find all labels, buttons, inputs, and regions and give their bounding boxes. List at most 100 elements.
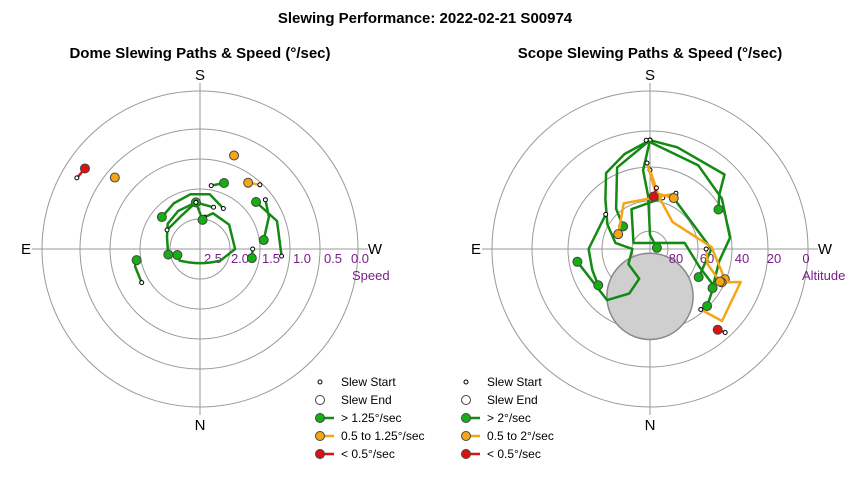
dome-polar-chart: Dome Slewing Paths & Speed (°/sec) S N E… [21,45,425,461]
slew-end-marker [251,196,262,207]
slew-end-marker [197,214,208,225]
slew-start-marker [164,227,170,233]
scope-moon-avoidance-zone [606,252,694,341]
slew-start-marker [644,160,650,166]
slew-end-marker [707,283,718,294]
slew-start-marker [257,182,263,188]
figure-title: Slewing Performance: 2022-02-21 S00974 [278,10,573,27]
slew-start-marker [279,253,285,259]
legend-label: > 1.25°/sec [341,411,402,425]
legend-marker-slow [315,449,325,459]
legend-slew-end-marker [461,395,471,405]
legend-slew-start-marker [463,379,469,385]
slew-path-fast [576,139,651,302]
dome-legend: Slew Start Slew End > 1.25°/sec 0.5 to 1.25… [315,375,425,461]
slew-path-fast [641,139,659,249]
slew-start-marker [139,280,145,286]
legend-marker-fast [315,413,325,423]
radial-tick-label: 2.0 [231,251,249,266]
legend-label: Slew Start [487,375,542,389]
slew-start-marker [262,197,268,203]
dome-direction-bottom: N [195,417,206,434]
slew-path-medium [704,248,722,283]
slew-end-marker [258,235,269,246]
slew-end-marker [693,272,704,283]
legend-label: < 0.5°/sec [341,447,395,461]
dome-chart-title: Dome Slewing Paths & Speed (°/sec) [69,45,330,62]
slew-start-marker [703,246,709,252]
slew-start-marker [603,211,609,217]
dome-direction-top: S [195,67,205,84]
slew-end-marker [572,256,583,267]
legend-slew-start-marker [317,379,323,385]
legend-label: < 0.5°/sec [487,447,541,461]
dome-direction-right: W [368,241,383,258]
legend-label: 0.5 to 1.25°/sec [341,429,425,443]
legend-label: Slew Start [341,375,396,389]
scope-legend: Slew Start Slew End > 2°/sec 0.5 to 2°/sec <… [461,375,554,461]
legend-slew-end-marker [315,395,325,405]
slew-start-marker [653,185,659,191]
slew-end-marker [651,242,662,253]
dome-slew-paths [74,150,285,286]
dome-polar-grid [32,83,368,415]
slew-start-marker [208,183,214,189]
slew-end-marker [156,212,167,223]
scope-direction-right: W [818,241,833,258]
radial-tick-label: 1.5 [262,251,280,266]
slew-start-marker [643,137,649,143]
slew-path-fast [166,201,197,231]
scope-chart-title: Scope Slewing Paths & Speed (°/sec) [518,45,782,62]
radial-tick-label: 20 [767,251,781,266]
legend-label: 0.5 to 2°/sec [487,429,554,443]
slew-path-medium [700,280,742,323]
slew-path-fast [165,201,214,255]
radial-tick-label: 80 [669,251,683,266]
slew-end-marker [246,253,257,264]
scope-direction-top: S [645,67,655,84]
slew-start-marker [211,204,217,210]
slew-path-fast [587,213,607,286]
slew-end-marker [613,229,624,240]
slew-start-marker [220,205,226,211]
scope-direction-bottom: N [645,417,656,434]
scope-direction-left: E [471,241,481,258]
legend-label: Slew End [487,393,538,407]
radial-tick-label: 40 [735,251,749,266]
slew-start-marker [74,175,80,181]
slew-start-marker [722,329,728,335]
slew-end-marker [163,249,174,260]
slew-end-marker [243,177,254,188]
scope-polar-grid [482,83,818,415]
scope-radial-ticks: 80 60 40 20 0 [669,251,810,266]
legend-label: > 2°/sec [487,411,531,425]
slew-path-fast [614,139,651,227]
legend-marker-medium [461,431,471,441]
slew-path-fast [255,201,283,257]
slew-path-fast [176,212,237,265]
slew-start-marker [250,246,256,252]
slew-end-marker [109,172,120,183]
radial-tick-label: 0.5 [324,251,342,266]
slew-start-marker [698,307,704,313]
slew-end-marker [219,178,230,189]
scope-slew-paths [572,137,742,335]
slew-path-fast [649,138,726,210]
slew-end-marker [668,193,679,204]
legend-marker-slow [461,449,471,459]
slew-end-marker [702,301,713,312]
dome-radial-axis-label: Speed [352,268,390,283]
legend-marker-fast [461,413,471,423]
slew-end-marker [713,204,724,215]
slew-end-marker [593,280,604,291]
slew-end-marker [172,250,183,261]
scope-radial-axis-label: Altitude [802,268,845,283]
slew-path-fast [262,199,271,241]
radial-tick-label: 0.0 [351,251,369,266]
radial-tick-label: 0 [802,251,809,266]
slew-path-fast [160,193,225,218]
slew-end-marker [712,324,723,335]
slew-start-marker [193,199,199,205]
slew-end-marker [648,191,659,202]
